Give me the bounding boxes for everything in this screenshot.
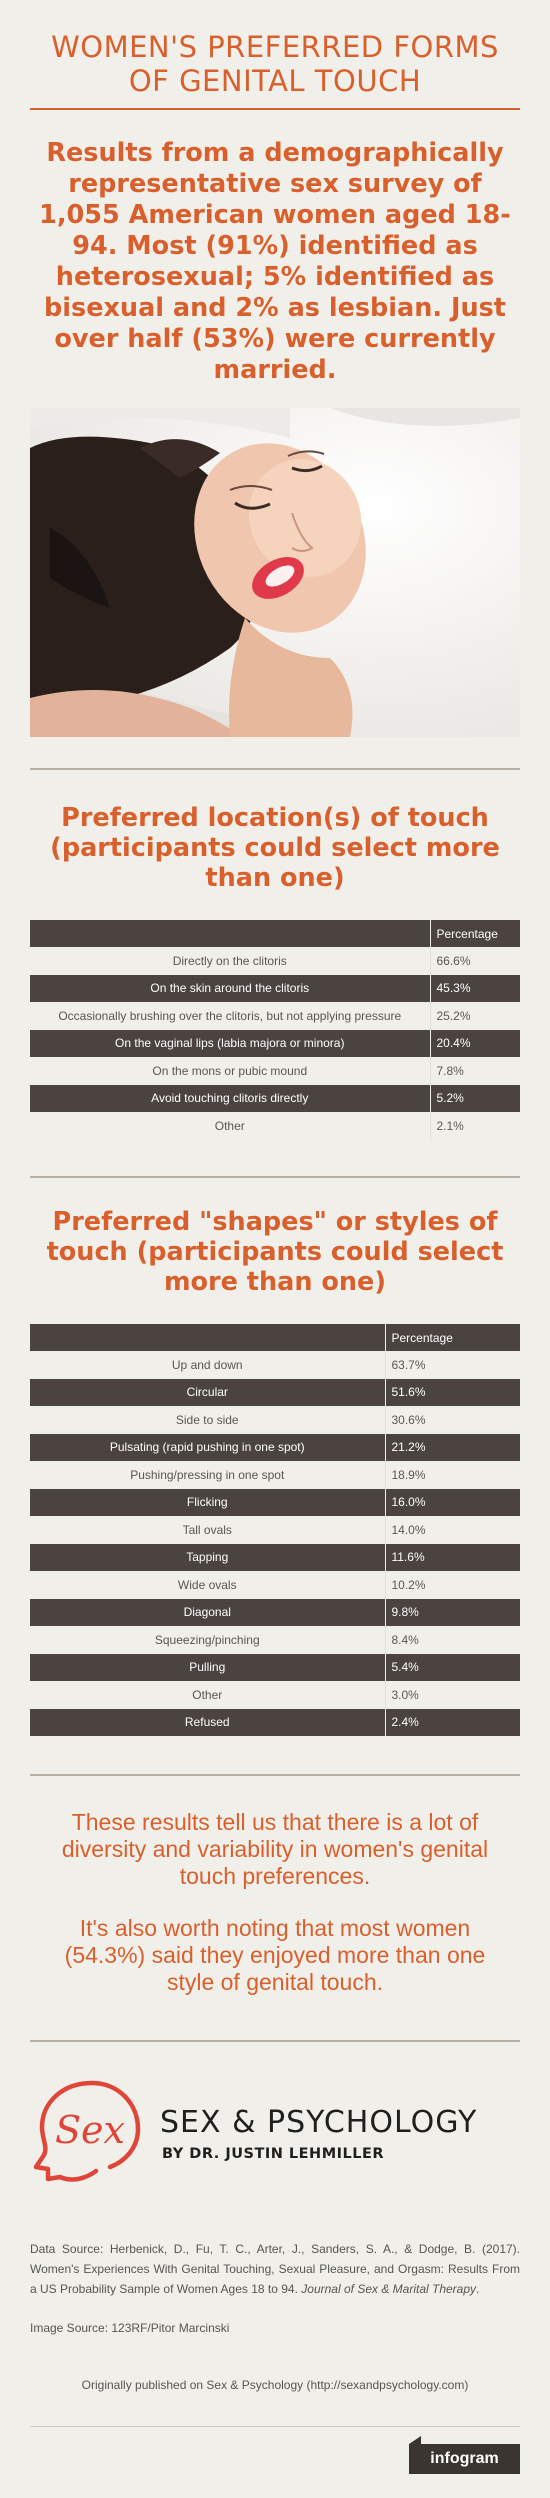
logo-script-text: Sex <box>55 2108 125 2152</box>
intro-text: Results from a demographically represent… <box>39 138 511 385</box>
table-header-row: Percentage <box>30 920 520 947</box>
row-percentage: 63.7% <box>384 1351 520 1379</box>
table-row: Up and down 63.7% <box>30 1351 520 1379</box>
row-percentage: 51.6% <box>384 1378 520 1406</box>
conclusion-diversity: These results tell us that there is a lo… <box>61 1809 489 1889</box>
data-source-suffix: . <box>476 2282 480 2296</box>
table-row: Pushing/pressing in one spot 18.9% <box>30 1461 520 1489</box>
table-row: Flicking 16.0% <box>30 1488 520 1516</box>
brand-logo: Sex <box>30 2077 150 2187</box>
row-label: Refused <box>30 1708 385 1736</box>
row-label: Circular <box>30 1378 385 1406</box>
row-percentage: 2.4% <box>384 1708 520 1736</box>
table-header-percentage: Percentage <box>429 920 520 947</box>
row-percentage: 7.8% <box>429 1057 520 1085</box>
table-row: Directly on the clitoris 66.6% <box>30 947 520 975</box>
row-label: Pulling <box>30 1653 385 1681</box>
row-label: Avoid touching clitoris directly <box>30 1084 430 1112</box>
table-row: Side to side 30.6% <box>30 1406 520 1434</box>
table-row: On the skin around the clitoris 45.3% <box>30 974 520 1002</box>
row-label: Flicking <box>30 1488 385 1516</box>
row-percentage: 16.0% <box>384 1488 520 1516</box>
data-source-citation: Data Source: Herbenick, D., Fu, T. C., A… <box>30 2242 520 2296</box>
table-row: Refused 2.4% <box>30 1708 520 1736</box>
styles-section-title: Preferred "shapes" or styles of touch (p… <box>46 1207 504 1297</box>
table-row: Tapping 11.6% <box>30 1543 520 1571</box>
row-percentage: 45.3% <box>429 974 520 1002</box>
row-label: Diagonal <box>30 1598 385 1626</box>
table-row: Other 3.0% <box>30 1681 520 1709</box>
infogram-badge[interactable]: infogram <box>409 2444 520 2474</box>
infogram-badge-tab <box>409 2436 421 2444</box>
section-divider <box>30 768 520 770</box>
data-source-journal: Journal of Sex & Marital Therapy <box>301 2282 477 2296</box>
table-row: Avoid touching clitoris directly 5.2% <box>30 1084 520 1112</box>
row-label: Pulsating (rapid pushing in one spot) <box>30 1433 385 1461</box>
row-percentage: 3.0% <box>384 1681 520 1709</box>
row-label: On the skin around the clitoris <box>30 974 430 1002</box>
row-label: Other <box>192 1687 223 1702</box>
brand-byline: BY DR. JUSTIN LEHMILLER <box>162 2146 385 2162</box>
data-source: Data Source: Herbenick, D., Fu, T. C., A… <box>30 2239 520 2299</box>
table-row: Other 2.1% <box>30 1112 520 1140</box>
section-divider <box>30 1176 520 1178</box>
row-label: Pushing/pressing in one spot <box>130 1467 285 1482</box>
row-percentage: 9.8% <box>384 1598 520 1626</box>
row-label: Tall ovals <box>182 1522 232 1537</box>
location-section-title: Preferred location(s) of touch (particip… <box>50 803 500 893</box>
row-label: On the mons or pubic mound <box>152 1063 308 1078</box>
table-header-row: Percentage <box>30 1324 520 1351</box>
row-percentage: 11.6% <box>384 1543 520 1571</box>
section-divider <box>30 1774 520 1776</box>
brand-name: SEX & PSYCHOLOGY <box>160 2105 478 2140</box>
row-label: Tapping <box>30 1543 385 1571</box>
styles-table: Percentage Up and down 63.7% Circular 51.6%… <box>30 1324 520 1736</box>
styles-table-body: Percentage Up and down 63.7% Circular 51.6%… <box>30 1324 520 1736</box>
hero-photo <box>30 408 520 737</box>
section-divider <box>30 2040 520 2042</box>
row-percentage: 10.2% <box>384 1571 520 1599</box>
title-divider <box>30 108 520 110</box>
table-row: On the vaginal lips (labia majora or min… <box>30 1029 520 1057</box>
row-percentage: 18.9% <box>384 1461 520 1489</box>
conclusion-multiple-styles: It's also worth noting that most women (… <box>64 1915 486 1995</box>
row-label: Wide ovals <box>177 1577 237 1592</box>
location-table-body: Percentage Directly on the clitoris 66.6%… <box>30 920 520 1140</box>
row-percentage: 25.2% <box>429 1002 520 1030</box>
row-label: Occasionally brushing over the clitoris,… <box>58 1008 402 1023</box>
table-row: Tall ovals 14.0% <box>30 1516 520 1544</box>
location-table: Percentage Directly on the clitoris 66.6%… <box>30 920 520 1140</box>
table-row: Diagonal 9.8% <box>30 1598 520 1626</box>
table-row: Pulsating (rapid pushing in one spot) 21.… <box>30 1433 520 1461</box>
page-title: WOMEN'S PREFERRED FORMS OF GENITAL TOUCH <box>51 30 499 98</box>
row-percentage: 66.6% <box>429 947 520 975</box>
table-row: On the mons or pubic mound 7.8% <box>30 1057 520 1085</box>
row-percentage: 5.4% <box>384 1653 520 1681</box>
row-percentage: 20.4% <box>429 1029 520 1057</box>
table-header-label <box>30 920 430 947</box>
row-percentage: 21.2% <box>384 1433 520 1461</box>
row-label: Up and down <box>171 1357 243 1372</box>
table-header-percentage: Percentage <box>384 1324 520 1351</box>
table-row: Wide ovals 10.2% <box>30 1571 520 1599</box>
row-label: Directly on the clitoris <box>172 953 287 968</box>
row-percentage: 30.6% <box>384 1406 520 1434</box>
row-percentage: 5.2% <box>429 1084 520 1112</box>
row-label: Other <box>214 1118 245 1133</box>
row-label: On the vaginal lips (labia majora or min… <box>30 1029 430 1057</box>
footer-divider <box>30 2426 520 2427</box>
row-label: Squeezing/pinching <box>154 1632 260 1647</box>
row-percentage: 2.1% <box>429 1112 520 1140</box>
row-percentage: 14.0% <box>384 1516 520 1544</box>
row-label: Side to side <box>175 1412 239 1427</box>
table-row: Circular 51.6% <box>30 1378 520 1406</box>
table-row: Pulling 5.4% <box>30 1653 520 1681</box>
table-row: Squeezing/pinching 8.4% <box>30 1626 520 1654</box>
row-percentage: 8.4% <box>384 1626 520 1654</box>
published-note: Originally published on Sex & Psychology… <box>81 2378 469 2392</box>
image-source: Image Source: 123RF/Pitor Marcinski <box>30 2321 230 2335</box>
table-header-label <box>30 1324 385 1351</box>
table-row: Occasionally brushing over the clitoris,… <box>30 1002 520 1030</box>
